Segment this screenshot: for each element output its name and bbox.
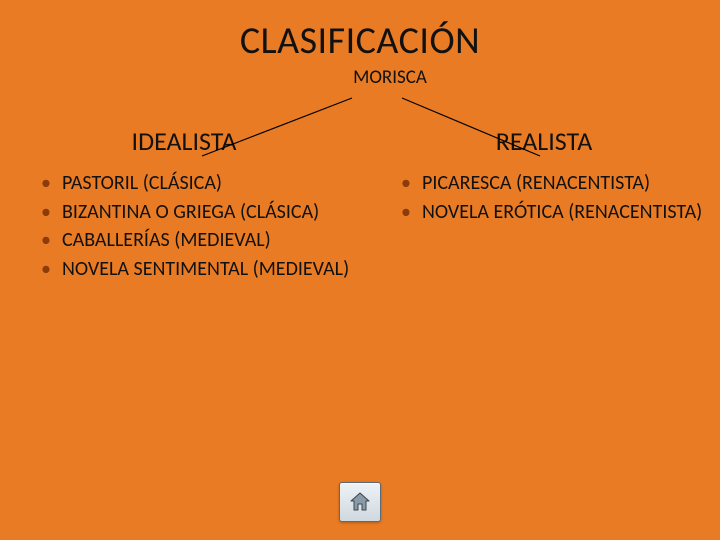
columns-container: IDEALISTA PASTORIL (CLÁSICA) BIZANTINA O… (0, 125, 720, 285)
list-item: BIZANTINA O GRIEGA (CLÁSICA) (38, 200, 350, 226)
list-item: NOVELA ERÓTICA (RENACENTISTA) (398, 200, 710, 226)
header-realista: REALISTA (378, 125, 710, 157)
column-idealista: IDEALISTA PASTORIL (CLÁSICA) BIZANTINA O… (0, 125, 360, 285)
header-idealista: IDEALISTA (18, 125, 350, 157)
list-item: PICARESCA (RENACENTISTA) (398, 171, 710, 197)
list-realista: PICARESCA (RENACENTISTA) NOVELA ERÓTICA … (398, 171, 710, 225)
column-realista: REALISTA PICARESCA (RENACENTISTA) NOVELA… (360, 125, 720, 285)
list-item: CABALLERÍAS (MEDIEVAL) (38, 228, 350, 254)
list-idealista: PASTORIL (CLÁSICA) BIZANTINA O GRIEGA (C… (38, 171, 350, 282)
list-item: NOVELA SENTIMENTAL (MEDIEVAL) (38, 257, 350, 283)
home-button[interactable] (339, 482, 381, 522)
home-icon (348, 491, 372, 513)
slide-subtitle: MORISCA (60, 66, 720, 89)
list-item: PASTORIL (CLÁSICA) (38, 171, 350, 197)
slide-title: CLASIFICACIÓN (0, 0, 720, 64)
